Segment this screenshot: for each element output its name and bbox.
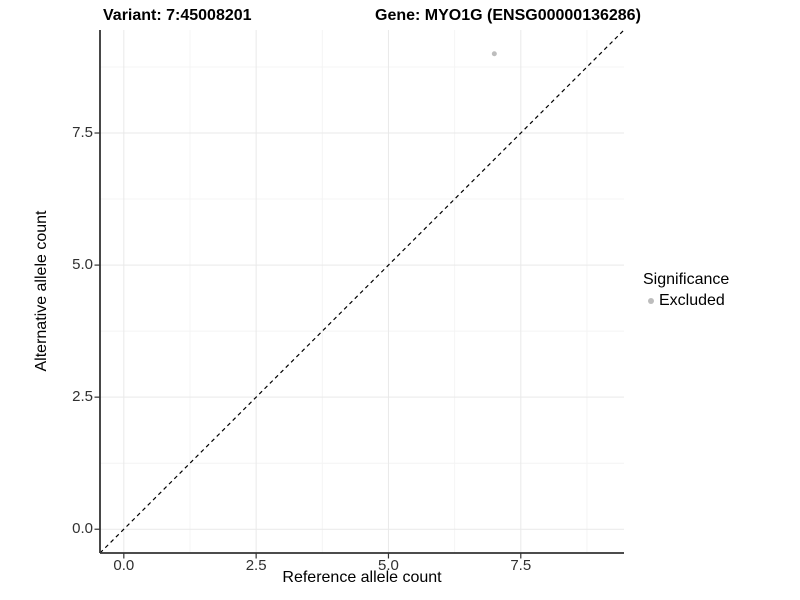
plot-title-variant: Variant: 7:45008201 bbox=[103, 7, 252, 24]
legend-items: Excluded bbox=[643, 291, 729, 310]
legend-item: Excluded bbox=[643, 291, 729, 310]
y-tick-label: 5.0 bbox=[72, 256, 93, 274]
x-tick-label: 0.0 bbox=[113, 557, 135, 574]
legend-item-label: Excluded bbox=[659, 292, 725, 309]
legend-title: Significance bbox=[643, 271, 730, 288]
plot-title-gene: Gene: MYO1G (ENSG00000136286) bbox=[375, 7, 641, 24]
plot-canvas bbox=[94, 29, 625, 559]
x-tick-label: 7.5 bbox=[510, 557, 532, 574]
x-tick-label: 2.5 bbox=[245, 557, 267, 574]
legend-key-dot-icon bbox=[643, 297, 659, 304]
x-axis-title: Reference allele count bbox=[282, 569, 442, 586]
data-point bbox=[491, 51, 497, 57]
legend: Significance Excluded bbox=[643, 270, 729, 310]
plot-panel bbox=[94, 29, 625, 559]
y-tick-label: 7.5 bbox=[72, 124, 93, 141]
x-tick-label: 5.0 bbox=[378, 557, 399, 574]
y-axis-title: Alternative allele count bbox=[33, 210, 50, 372]
y-tick-label: 0.0 bbox=[72, 520, 93, 538]
y-tick-label: 2.5 bbox=[72, 388, 93, 406]
